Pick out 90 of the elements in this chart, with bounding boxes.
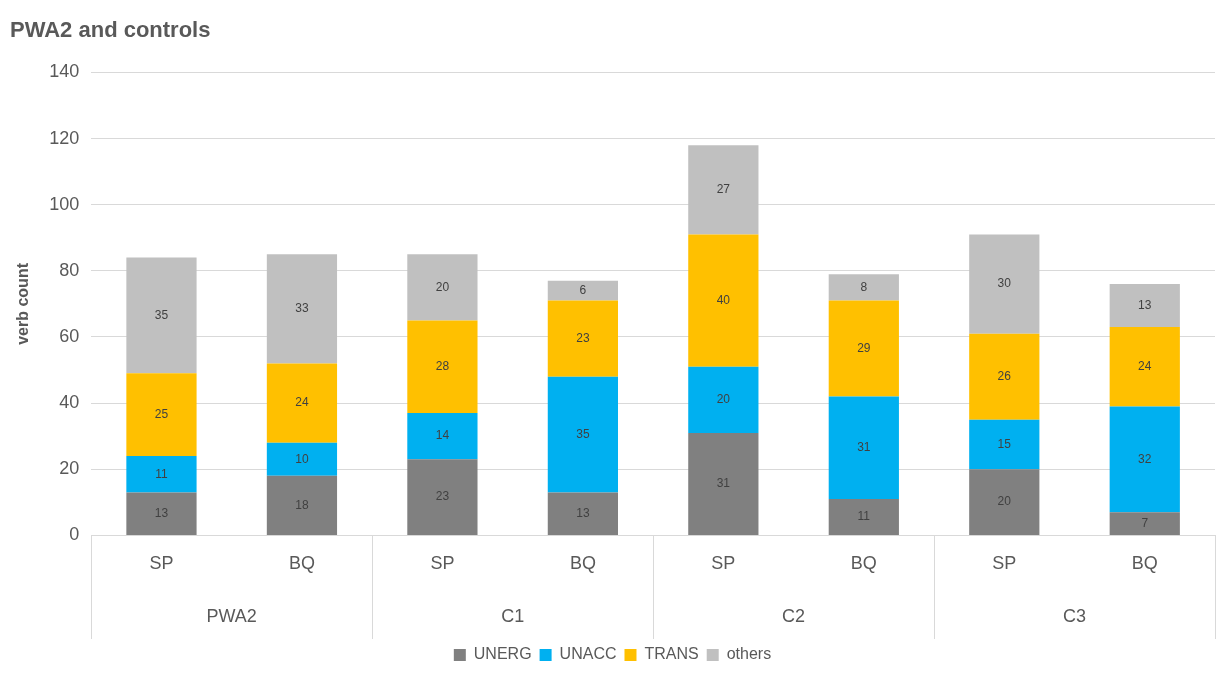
data-label: 26 bbox=[997, 368, 1012, 383]
text: C3 bbox=[1063, 605, 1087, 626]
bar bbox=[688, 234, 759, 367]
x-tick-label: SP bbox=[711, 553, 736, 574]
data-label: 28 bbox=[435, 359, 450, 374]
chart-title: PWA2 and controls bbox=[10, 17, 211, 43]
y-axis-title: verb count bbox=[14, 262, 32, 345]
data-label: 8 bbox=[860, 279, 868, 294]
data-label: 30 bbox=[997, 276, 1012, 291]
data-label: 20 bbox=[435, 279, 450, 294]
data-label: 13 bbox=[1138, 297, 1152, 312]
data-label: 11 bbox=[857, 509, 871, 524]
bar bbox=[969, 469, 1040, 535]
bar bbox=[969, 419, 1040, 470]
text: C2 bbox=[782, 605, 806, 626]
bar bbox=[126, 257, 197, 374]
bar bbox=[407, 413, 478, 460]
y-tick-label: 100 bbox=[49, 193, 80, 214]
bar bbox=[266, 254, 338, 364]
bar bbox=[688, 432, 759, 535]
bar bbox=[688, 366, 759, 433]
y-tick-label: 120 bbox=[49, 127, 80, 148]
y-tick-label: 40 bbox=[59, 392, 80, 413]
bar bbox=[407, 459, 478, 535]
bar bbox=[1109, 512, 1180, 535]
data-label: 23 bbox=[576, 330, 590, 345]
y-tick-label: 20 bbox=[59, 458, 80, 479]
data-label: 24 bbox=[1138, 359, 1152, 374]
data-label: 23 bbox=[435, 489, 450, 504]
legend-label: TRANS bbox=[644, 645, 699, 663]
legend-label: others bbox=[726, 645, 772, 663]
x-tick-label: SP bbox=[149, 553, 174, 574]
bar bbox=[266, 363, 338, 443]
data-label: 27 bbox=[716, 182, 731, 197]
bar bbox=[407, 320, 478, 414]
bar bbox=[1109, 284, 1180, 328]
bar bbox=[828, 300, 899, 397]
bar bbox=[828, 274, 899, 301]
bar bbox=[969, 333, 1040, 420]
bar bbox=[126, 456, 197, 493]
data-label: 18 bbox=[295, 497, 309, 512]
bar bbox=[828, 396, 899, 500]
x-tick-label: BQ bbox=[1131, 553, 1158, 574]
bar bbox=[1109, 406, 1180, 513]
bar bbox=[969, 234, 1040, 334]
data-label: 31 bbox=[857, 440, 871, 455]
data-label: 10 bbox=[295, 451, 309, 466]
x-tick-label: SP bbox=[992, 553, 1017, 574]
bar bbox=[828, 499, 899, 535]
data-label: 33 bbox=[295, 301, 309, 316]
y-tick-label: 80 bbox=[59, 259, 80, 280]
data-label: 24 bbox=[295, 395, 309, 410]
data-label: 13 bbox=[154, 505, 169, 520]
data-label: 31 bbox=[716, 476, 731, 491]
data-label: 15 bbox=[997, 436, 1012, 451]
data-label: 13 bbox=[576, 505, 590, 520]
data-label: 32 bbox=[1138, 451, 1152, 466]
bar bbox=[266, 442, 338, 476]
y-tick-label: 140 bbox=[49, 61, 80, 82]
data-label: 14 bbox=[435, 428, 450, 443]
data-label: 7 bbox=[1141, 515, 1149, 530]
text: PWA2 bbox=[206, 605, 257, 626]
data-label: 40 bbox=[716, 292, 731, 307]
bar bbox=[547, 300, 618, 377]
bar bbox=[126, 373, 197, 457]
legend-label: UNACC bbox=[559, 645, 617, 663]
x-tick-label: BQ bbox=[569, 553, 596, 574]
data-label: 20 bbox=[997, 494, 1012, 509]
data-label: 11 bbox=[155, 466, 169, 481]
bar bbox=[547, 280, 618, 301]
data-label: 20 bbox=[716, 392, 731, 407]
data-label: 25 bbox=[154, 407, 169, 421]
y-tick-label: 0 bbox=[69, 524, 80, 545]
x-tick-label: BQ bbox=[850, 553, 877, 574]
y-tick-label: 60 bbox=[59, 325, 80, 346]
bar bbox=[688, 145, 759, 235]
text: C1 bbox=[501, 605, 525, 626]
data-label: 35 bbox=[576, 426, 590, 441]
data-label: 29 bbox=[857, 340, 871, 355]
legend-label: UNERG bbox=[473, 645, 532, 663]
bar bbox=[266, 475, 338, 535]
bar bbox=[547, 492, 618, 535]
data-label: 6 bbox=[579, 282, 587, 297]
bar bbox=[547, 376, 618, 493]
x-tick-label: BQ bbox=[288, 553, 315, 574]
bar bbox=[1109, 327, 1180, 407]
data-label: 35 bbox=[154, 307, 169, 322]
bar bbox=[126, 492, 197, 535]
bar bbox=[407, 254, 478, 321]
x-tick-label: SP bbox=[430, 553, 455, 574]
